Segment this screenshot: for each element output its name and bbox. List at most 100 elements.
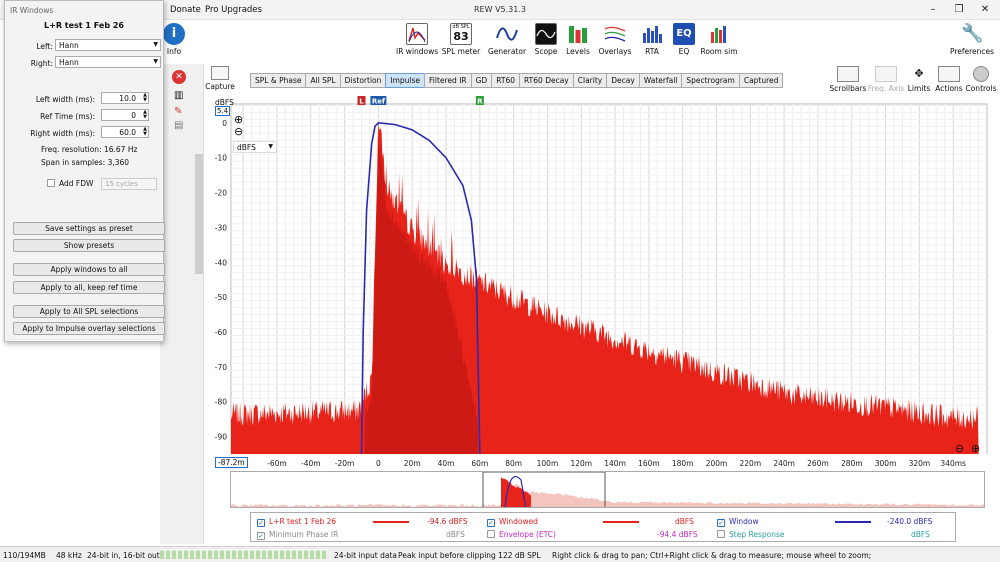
tab-clarity[interactable]: Clarity [572,73,607,88]
y-tick-label: 0 [222,119,227,128]
spinner-icon[interactable]: ▲ ▼ [143,109,147,120]
unit-select[interactable]: dBFS ▼ [233,141,277,153]
left-window-row: Left: Hann ▼ [5,39,165,53]
show-presets-button[interactable]: Show presets [13,239,165,252]
checkbox[interactable] [487,530,495,538]
zoom-out-x-icon[interactable]: ⊖ [955,442,965,455]
y-tick-label: -10 [215,154,227,163]
save-preset-button[interactable]: Save settings as preset [13,222,165,235]
zoom-in-icon[interactable]: ⊕ [234,113,244,126]
tab-decay[interactable]: Decay [606,73,639,88]
tab-rt60[interactable]: RT60 [491,73,520,88]
x-tick-label: 200m [706,459,728,468]
tab-spectrogram[interactable]: Spectrogram [681,73,739,88]
checkbox[interactable]: ✓ [257,519,265,527]
preferences-button[interactable]: 🔧 Preferences [949,23,995,56]
y-unit-label: dBFS [215,98,234,107]
right-width-input[interactable]: 60.0 ▲ ▼ [101,126,149,138]
peak-input: Peak input before clipping 122 dB SPL [398,551,541,560]
eq-button[interactable]: EQ EQ [663,23,705,56]
zoom-in-x-icon[interactable]: ⊕ [971,442,981,455]
tab-filtered-ir[interactable]: Filtered IR [424,73,471,88]
legend-item-window[interactable]: ✓ Window [717,517,759,527]
tab-captured[interactable]: Captured [738,73,784,88]
x-tick-label: 280m [841,459,863,468]
y-tick-label: -30 [215,223,227,232]
tab-waterfall[interactable]: Waterfall [638,73,682,88]
pen-icon[interactable]: ✎ [174,106,183,117]
fdw-checkbox[interactable] [47,179,55,187]
marker-r[interactable]: R [475,96,484,106]
legend-item-step-response[interactable]: Step Response [717,530,784,539]
overview-chart[interactable] [231,472,985,508]
apply-spl-selections-button[interactable]: Apply to All SPL selections [13,305,165,318]
legend-swatch [835,521,871,523]
overview-area [231,477,984,507]
zoom-out-icon[interactable]: ⊖ [234,125,244,138]
scrollbar[interactable] [195,154,203,274]
rta-small-icon[interactable]: ▥ [174,90,184,101]
overview-windowed-area [501,477,531,507]
spinner-icon[interactable]: ▲ ▼ [143,126,147,137]
legend-item-windowed[interactable]: ✓ Windowed [487,517,538,527]
menu-pro-upgrades[interactable]: Pro Upgrades [205,5,262,15]
capture-button[interactable]: Capture [204,66,236,91]
generator-button[interactable]: Generator [486,23,528,56]
tab-impulse[interactable]: Impulse [385,73,425,88]
tab-spl-phase[interactable]: SPL & Phase [250,73,306,88]
ir-windows-button[interactable]: IR windows [396,23,438,56]
overlays-button[interactable]: Overlays [594,23,636,56]
marker-ref[interactable]: Ref [370,96,387,106]
scrollbars-button[interactable]: Scrollbars [828,66,868,93]
impulse-chart[interactable]: 0 -10 -20 -30 -40 -50 -60 -70 -80 -90 -60m -40m -20m… [205,92,995,470]
close-icon[interactable]: ✕ [980,4,990,15]
checkbox[interactable] [717,530,725,538]
spinner-icon[interactable]: ▲ ▼ [143,92,147,103]
actions-button[interactable]: Actions [932,66,966,93]
limits-button[interactable]: ✥ Limits [907,67,931,93]
checkbox[interactable]: ✓ [257,532,265,540]
dialog-title: IR Windows [10,6,54,15]
y-top-value[interactable]: 5.4 [215,106,231,116]
checkbox[interactable]: ✓ [717,519,725,527]
room-sim-button[interactable]: Room sim [698,23,740,56]
menu-donate[interactable]: Donate [170,5,201,15]
x-tick-label: 60m [471,459,488,468]
note-icon[interactable]: ▤ [174,120,184,131]
left-window-select[interactable]: Hann ▼ [55,39,161,51]
left-width-input[interactable]: 10.0 ▲ ▼ [101,92,149,104]
legend-item-min-phase[interactable]: ✓ Minimum Phase IR [257,530,339,540]
freq-axis-icon [875,66,897,82]
impulse-graph[interactable]: 0 -10 -20 -30 -40 -50 -60 -70 -80 -90 -60m -40m -20m… [205,92,995,470]
apply-impulse-overlay-button[interactable]: Apply to Impulse overlay selections [13,322,165,335]
tab-gd[interactable]: GD [470,73,492,88]
rta-button[interactable]: RTA [631,23,673,56]
legend-item-envelope[interactable]: Envelope (ETC) [487,530,556,539]
tab-rt60-decay[interactable]: RT60 Decay [519,73,573,88]
minimize-icon[interactable]: – [930,4,936,15]
right-window-select[interactable]: Hann ▼ [55,56,161,68]
marker-flag[interactable] [357,96,366,105]
marker-flag[interactable] [370,96,387,105]
left-width-row: Left width (ms): 10.0 ▲ ▼ [35,92,149,104]
marker-label: L [359,98,364,106]
checkbox[interactable]: ✓ [487,519,495,527]
controls-button[interactable]: Controls [964,66,998,93]
x-tick-label: 100m [537,459,559,468]
spl-meter-button[interactable]: dB SPL 83 SPL meter [441,23,481,56]
tab-distortion[interactable]: Distortion [339,73,386,88]
apply-windows-all-button[interactable]: Apply windows to all [13,263,165,276]
marker-flag[interactable] [475,96,484,105]
maximize-icon[interactable]: ❐ [954,4,964,15]
levels-button[interactable]: Levels [557,23,599,56]
apply-keep-ref-button[interactable]: Apply to all, keep ref time [13,281,165,294]
ref-time-input[interactable]: 0 ▲ ▼ [101,109,149,121]
legend-item-measurement[interactable]: ✓ L+R test 1 Feb 26 [257,517,337,527]
tab-all-spl[interactable]: All SPL [305,73,340,88]
x-left-value[interactable]: -87.2m [215,457,248,468]
memory-usage[interactable]: 110/194MB [3,551,46,560]
scope-button[interactable]: Scope [525,23,567,56]
overview-strip[interactable] [230,471,985,508]
marker-l[interactable]: L [357,96,366,106]
delete-icon[interactable]: ✕ [172,70,186,84]
